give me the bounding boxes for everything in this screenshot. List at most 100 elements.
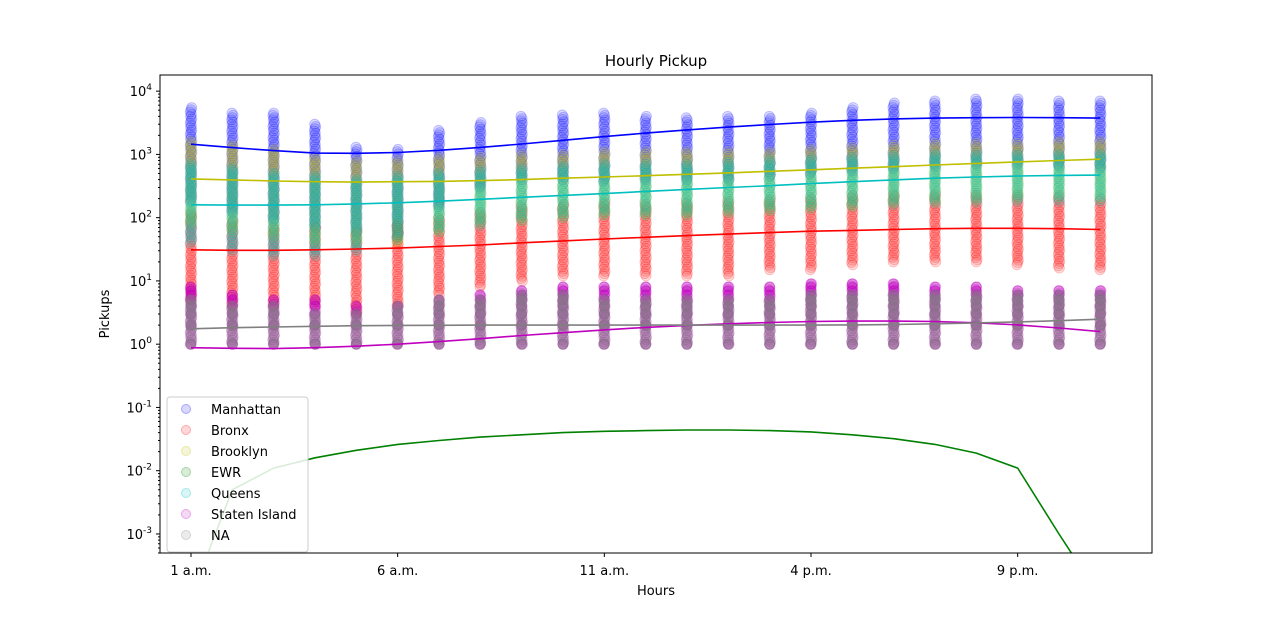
scatter-point (474, 265, 486, 277)
scatter-point (723, 146, 735, 158)
scatter-point (185, 218, 197, 230)
scatter-point (847, 131, 859, 143)
scatter-point (267, 176, 279, 188)
scatter-point (350, 258, 362, 270)
scatter-point (227, 278, 239, 290)
scatter-point (556, 154, 568, 166)
scatter-point (351, 306, 363, 318)
scatter-point (764, 135, 776, 147)
scatter-point (268, 118, 280, 130)
scatter-point (599, 159, 611, 171)
scatter-point (351, 223, 363, 235)
scatter-point (350, 187, 362, 199)
scatter-point (929, 106, 941, 118)
scatter-point (184, 216, 196, 228)
legend-marker (181, 467, 191, 477)
scatter-point (1011, 102, 1023, 114)
scatter-point (185, 144, 197, 156)
scatter-point (558, 116, 570, 128)
scatter-point (391, 168, 403, 180)
scatter-point (392, 291, 404, 303)
scatter-point (268, 163, 280, 175)
scatter-point (805, 136, 817, 148)
scatter-point (433, 273, 445, 285)
scatter-point (598, 116, 610, 128)
scatter-point (392, 286, 404, 298)
scatter-point (226, 251, 238, 263)
scatter-point (928, 131, 940, 143)
scatter-point (639, 119, 651, 131)
scatter-point (433, 257, 445, 269)
scatter-point (1011, 125, 1023, 137)
scatter-point (309, 168, 321, 180)
scatter-point (888, 278, 900, 290)
y-tick-label: 104 (130, 83, 153, 100)
scatter-point (434, 282, 446, 294)
scatter-point (184, 158, 196, 170)
scatter-point (475, 261, 487, 273)
legend-marker (181, 488, 191, 498)
scatter-point (474, 263, 486, 275)
scatter-point (1053, 338, 1065, 350)
scatter-point (1053, 289, 1065, 301)
scatter-point (516, 119, 528, 131)
scatter-point (268, 280, 280, 292)
scatter-point (722, 160, 734, 172)
legend-label: NA (211, 529, 230, 544)
scatter-point (268, 235, 280, 247)
scatter-point (515, 160, 527, 172)
scatter-point (226, 230, 238, 242)
scatter-point (392, 250, 404, 262)
scatter-point (392, 296, 404, 308)
scatter-point (806, 152, 818, 164)
scatter-point (310, 177, 322, 189)
scatter-point (351, 255, 363, 267)
scatter-point (1054, 153, 1066, 165)
scatter-point (226, 224, 238, 236)
scatter-point (888, 139, 900, 151)
scatter-point (310, 233, 322, 245)
scatter-point (186, 234, 198, 246)
scatter-point (351, 178, 363, 190)
scatter-point (888, 97, 900, 109)
scatter-point (846, 129, 858, 141)
scatter-point (351, 283, 363, 295)
chart-title: Hourly Pickup (605, 52, 707, 70)
scatter-point (310, 278, 322, 290)
scatter-point (433, 158, 445, 170)
scatter-point (887, 101, 899, 113)
scatter-point (971, 129, 983, 141)
scatter-point (268, 152, 280, 164)
scatter-point (888, 144, 900, 156)
scatter-point (722, 142, 734, 154)
scatter-point (309, 118, 321, 130)
scatter-point (847, 158, 859, 170)
scatter-point (474, 231, 486, 243)
scatter-point (1012, 104, 1024, 116)
scatter-point (804, 134, 816, 146)
scatter-point (350, 164, 362, 176)
scatter-point (268, 271, 280, 283)
scatter-point (184, 283, 196, 295)
scatter-point (351, 301, 363, 313)
legend-label: Manhattan (211, 403, 281, 418)
scatter-point (433, 216, 445, 228)
y-axis-label: Pickups (98, 289, 113, 338)
scatter-point (350, 217, 362, 229)
scatter-point (970, 93, 982, 105)
plot-marks (184, 93, 1107, 553)
scatter-point (267, 188, 279, 200)
scatter-point (929, 338, 941, 350)
scatter-point (350, 239, 362, 251)
scatter-point (1053, 126, 1065, 138)
scatter-point (846, 141, 858, 153)
scatter-point (474, 338, 486, 350)
scatter-point (764, 159, 776, 171)
scatter-point (598, 157, 610, 169)
scatter-point (391, 300, 403, 312)
scatter-point (267, 109, 279, 121)
scatter-point (556, 109, 568, 121)
scatter-point (350, 141, 362, 153)
scatter-point (391, 170, 403, 182)
scatter-point (764, 157, 776, 169)
